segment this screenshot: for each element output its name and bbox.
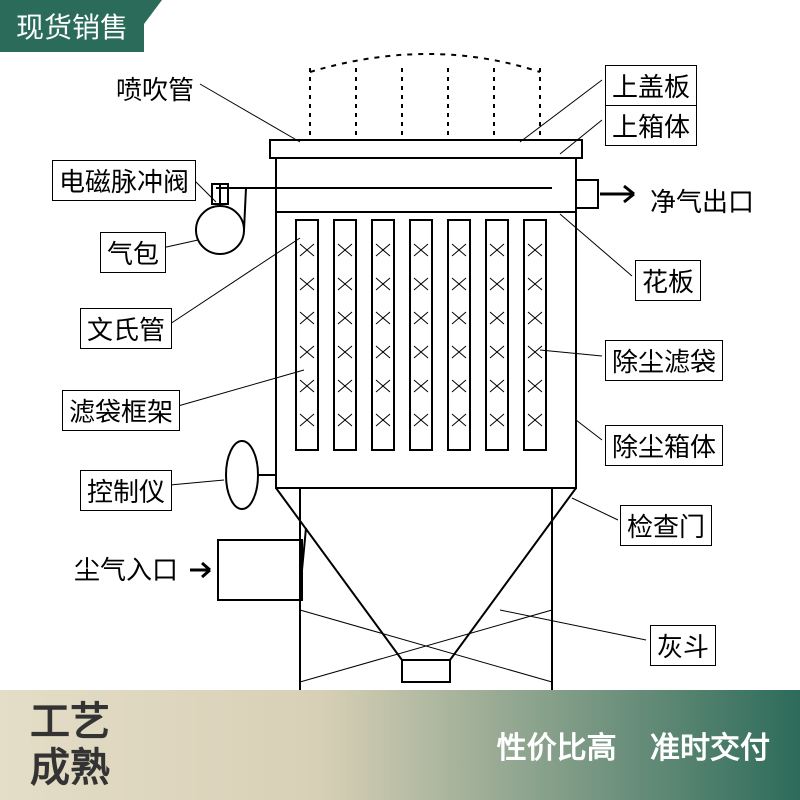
bottom-right-text: 性价比高 准时交付 <box>497 723 770 767</box>
diagram-area: 喷吹管 上盖板 上箱体 电磁脉冲阀 净气出口 气包 花板 文氏管 除尘滤袋 滤袋… <box>0 50 800 690</box>
sale-badge: 现货销售 <box>0 0 144 52</box>
label-ash-hopper: 灰斗 <box>650 625 716 666</box>
label-blow-pipe: 喷吹管 <box>116 70 194 107</box>
label-dust-filter-bag: 除尘滤袋 <box>605 340 723 381</box>
bottom-left-text: 工艺 成熟 <box>30 699 110 791</box>
bottom-bar: 工艺 成熟 性价比高 准时交付 <box>0 690 800 800</box>
bottom-left-line1: 工艺 <box>30 699 110 745</box>
label-flower-plate: 花板 <box>635 260 701 301</box>
label-bag-frame: 滤袋框架 <box>62 390 180 431</box>
bottom-right-line2: 准时交付 <box>650 732 770 765</box>
label-clean-air-outlet: 净气出口 <box>650 182 754 219</box>
label-ev-pulse-valve: 电磁脉冲阀 <box>52 160 196 201</box>
label-dust-box-body: 除尘箱体 <box>605 425 723 466</box>
bottom-right-line1: 性价比高 <box>497 732 617 765</box>
canvas: 现货销售 喷吹管 上盖板 上箱体 电磁脉冲阀 净气出口 气包 花板 文氏管 除尘… <box>0 0 800 800</box>
label-air-bag: 气包 <box>100 232 166 273</box>
label-inspection-door: 检查门 <box>620 505 712 546</box>
label-top-cover: 上盖板 <box>605 65 697 106</box>
label-upper-box: 上箱体 <box>605 105 697 146</box>
label-venturi: 文氏管 <box>80 308 172 349</box>
label-controller: 控制仪 <box>80 470 172 511</box>
label-dusty-air-inlet: 尘气入口 <box>74 550 178 587</box>
bottom-left-line2: 成熟 <box>30 745 110 791</box>
